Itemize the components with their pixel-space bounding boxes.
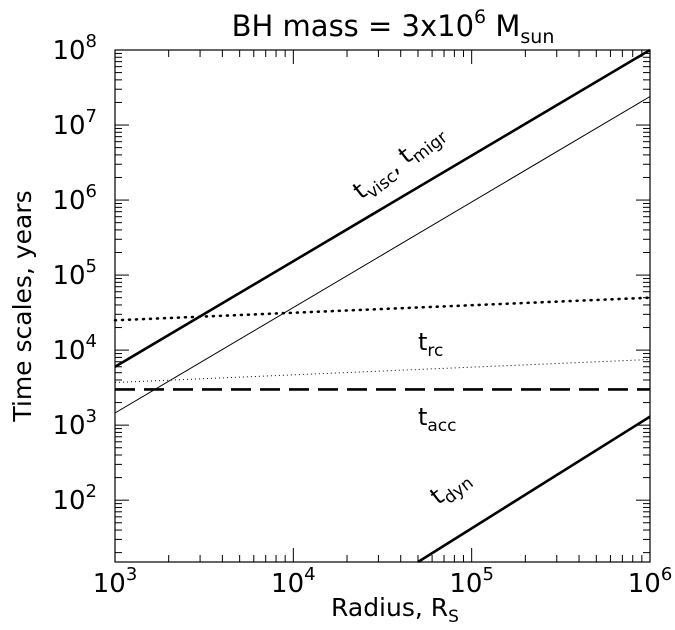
axis-ticks: 103 104 105 106 102 103 104 105 106 107 108 [52,31,672,599]
x-tick-label: 104 [271,564,316,599]
series-annotation-4: tdyn [425,463,478,514]
x-tick-label: 106 [628,564,673,599]
x-tick-label: 103 [93,564,138,599]
series-line-2 [114,96,651,414]
y-axis-label: Time scales, years [8,190,37,422]
series-group [113,48,652,564]
x-axis-label: Radius, RS [331,593,459,627]
y-tick-label: 108 [52,31,97,66]
y-tick-label: 103 [52,406,97,441]
y-tick-label: 107 [52,106,97,141]
series-line-6 [417,415,651,564]
series-line-4 [114,359,651,383]
series-annotation-3: tacc [418,403,457,436]
y-tick-label: 104 [52,331,97,366]
chart-title: BH mass = 3x106 Msun [232,6,555,48]
series-line-3 [113,296,652,322]
series-annotation-1: tvisc, tmigr [348,117,452,208]
annotation-group: tvisc, tmigr trc tacc tdyn [348,117,478,514]
series-annotation-2: trc [418,328,443,361]
y-tick-label: 105 [52,256,97,291]
plot-frame [114,49,651,563]
y-tick-label: 106 [52,181,97,216]
x-tick-label: 105 [449,564,494,599]
series-line-1 [114,48,651,368]
y-tick-label: 102 [52,481,97,516]
